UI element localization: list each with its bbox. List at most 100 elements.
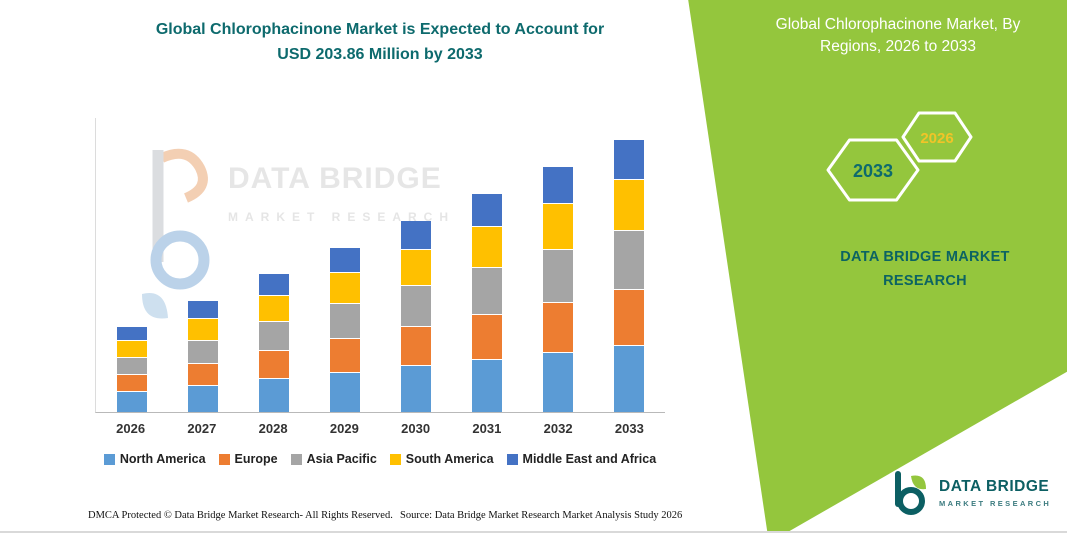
x-axis-label-2031: 2031	[472, 421, 502, 436]
bar-column-2030	[381, 221, 452, 412]
legend-item-asia-pacific: Asia Pacific	[290, 452, 377, 466]
page-title-line1: Global Chlorophacinone Market is Expecte…	[155, 21, 605, 38]
bar-column-2028	[238, 274, 309, 412]
bar-segment-middle-east-and-africa	[614, 140, 645, 179]
bar-segment-south-america	[329, 273, 360, 303]
x-axis-label-2026: 2026	[116, 421, 146, 436]
legend-label: South America	[405, 452, 494, 466]
watermark-logo-icon	[142, 148, 210, 319]
watermark: DATA BRIDGE MARKET RESEARCH	[128, 142, 455, 332]
legend-item-europe: Europe	[218, 452, 278, 466]
x-axis-label-2027: 2027	[187, 421, 217, 436]
bar-segment-north-america	[116, 392, 147, 412]
bar-segment-middle-east-and-africa	[258, 274, 289, 295]
bar-chart: 2026 2027 2028 2029 2030 2031 2032 2033	[95, 118, 665, 436]
hexagon-icon: 2026	[901, 111, 973, 163]
company-logo-subtitle: MARKET RESEARCH	[939, 499, 1052, 508]
bar-stack-2029	[329, 248, 360, 412]
bar-segment-south-america	[401, 250, 432, 285]
bar-segment-asia-pacific	[329, 304, 360, 338]
x-axis-label-2032: 2032	[543, 421, 573, 436]
x-axis-label-2033: 2033	[614, 421, 644, 436]
bar-stack-2031	[472, 194, 503, 412]
legend-swatch-icon	[103, 453, 115, 465]
bar-segment-south-america	[187, 319, 218, 340]
bar-segment-middle-east-and-africa	[472, 194, 503, 226]
bar-segment-middle-east-and-africa	[401, 221, 432, 249]
bar-column-2027	[167, 301, 238, 412]
legend-label: Europe	[234, 452, 278, 466]
legend-swatch-icon	[506, 453, 518, 465]
bar-segment-south-america	[116, 341, 147, 357]
bar-segment-north-america	[543, 353, 574, 412]
watermark-text: DATA BRIDGE MARKET RESEARCH	[228, 142, 455, 224]
legend-label: North America	[119, 452, 206, 466]
bar-segment-south-america	[614, 180, 645, 230]
hexagon-badge-2026: 2026	[901, 111, 973, 168]
hexagon-badge-2033: 2033	[826, 138, 920, 207]
bar-stack-2030	[401, 221, 432, 412]
bar-segment-north-america	[614, 346, 645, 412]
bar-column-2033	[594, 140, 665, 412]
page-title: Global Chlorophacinone Market is Expecte…	[70, 18, 690, 68]
legend-swatch-icon	[290, 453, 302, 465]
hexagon-2026-label: 2026	[920, 130, 953, 147]
bar-segment-asia-pacific	[258, 322, 289, 350]
bar-segment-europe	[614, 290, 645, 345]
bar-segment-asia-pacific	[187, 341, 218, 363]
bar-segment-asia-pacific	[614, 231, 645, 289]
chart-xlabels: 2026 2027 2028 2029 2030 2031 2032 2033	[95, 421, 665, 436]
bar-segment-middle-east-and-africa	[543, 167, 574, 203]
bar-stack-2026	[116, 327, 147, 412]
bar-segment-north-america	[401, 366, 432, 412]
bar-column-2029	[309, 248, 380, 412]
bar-column-2031	[452, 194, 523, 412]
hexagon-icon: 2033	[826, 138, 920, 202]
bar-column-2026	[96, 327, 167, 412]
brand-text: DATA BRIDGE MARKET RESEARCH	[840, 249, 1010, 289]
x-axis-label-2029: 2029	[329, 421, 359, 436]
legend-swatch-icon	[218, 453, 230, 465]
bar-segment-middle-east-and-africa	[187, 301, 218, 318]
legend-item-middle-east-and-africa: Middle East and Africa	[506, 452, 657, 466]
legend-label: Asia Pacific	[306, 452, 377, 466]
bar-segment-north-america	[258, 379, 289, 412]
bar-segment-asia-pacific	[472, 268, 503, 314]
watermark-line2: MARKET RESEARCH	[228, 210, 456, 224]
chart-plot	[95, 118, 665, 413]
page-title-line2: USD 203.86 Million by 2033	[277, 45, 483, 63]
watermark-line1: DATA BRIDGE	[228, 162, 442, 195]
bar-segment-north-america	[187, 386, 218, 412]
bar-segment-asia-pacific	[543, 250, 574, 302]
bar-segment-europe	[258, 351, 289, 378]
side-panel-title-line1: Global Chlorophacinone Market, By	[775, 16, 1021, 33]
bar-segment-asia-pacific	[116, 358, 147, 374]
side-panel-title: Global Chlorophacinone Market, By Region…	[742, 14, 1054, 59]
bar-segment-middle-east-and-africa	[329, 248, 360, 272]
chart-legend: North America Europe Asia Pacific South Ame…	[85, 452, 675, 466]
hexagon-2033-label: 2033	[853, 161, 893, 181]
bar-segment-asia-pacific	[401, 286, 432, 326]
bar-column-2032	[523, 167, 594, 412]
bar-segment-middle-east-and-africa	[116, 327, 147, 340]
bar-segment-europe	[116, 375, 147, 391]
legend-swatch-icon	[389, 453, 401, 465]
footer-source-text: Source: Data Bridge Market Research Mark…	[400, 510, 683, 521]
bar-segment-north-america	[472, 360, 503, 412]
bar-segment-europe	[472, 315, 503, 359]
legend-item-north-america: North America	[103, 452, 206, 466]
x-axis-label-2030: 2030	[401, 421, 431, 436]
bar-stack-2027	[187, 301, 218, 412]
company-logo-name: DATA BRIDGE	[939, 478, 1050, 495]
bar-segment-south-america	[472, 227, 503, 267]
bar-segment-europe	[543, 303, 574, 352]
bar-segment-north-america	[329, 373, 360, 412]
company-logo: DATA BRIDGE MARKET RESEARCH	[890, 470, 1051, 516]
bar-segment-south-america	[543, 204, 574, 249]
bar-segment-europe	[187, 364, 218, 385]
legend-label: Middle East and Africa	[522, 452, 657, 466]
bar-segment-europe	[401, 327, 432, 365]
legend-item-south-america: South America	[389, 452, 494, 466]
company-logo-icon	[895, 471, 926, 515]
